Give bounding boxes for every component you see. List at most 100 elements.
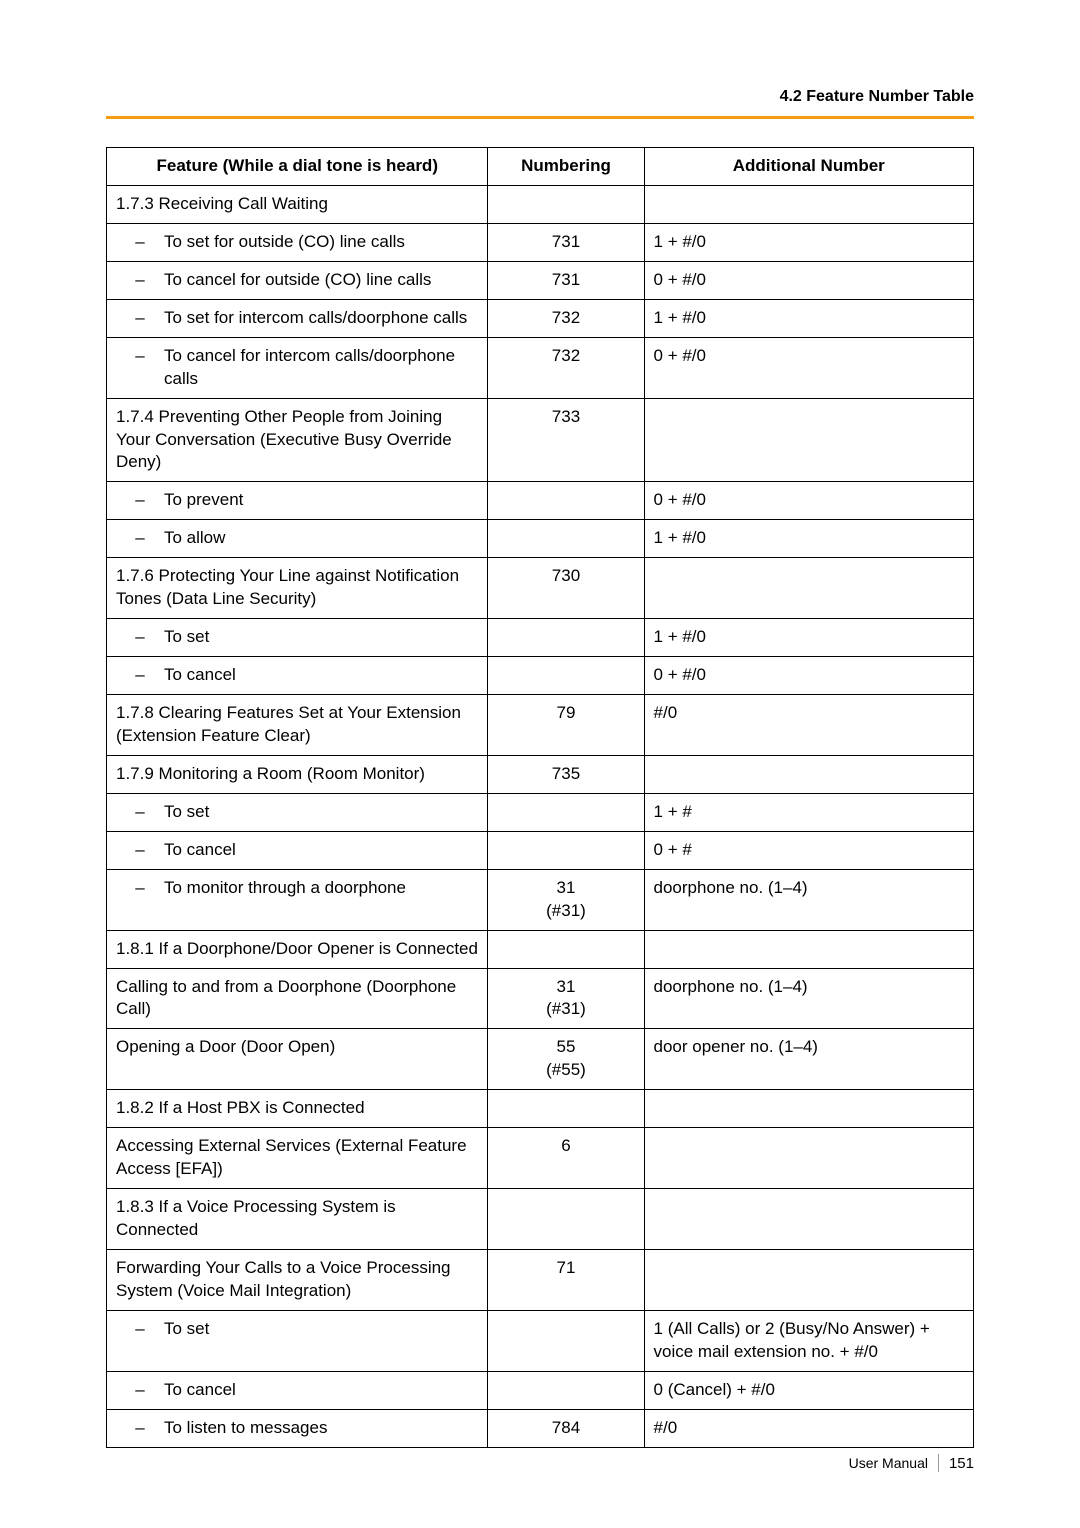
- additional-cell: 0 + #/0: [644, 482, 973, 520]
- table-row: 1.7.8 Clearing Features Set at Your Exte…: [107, 695, 974, 756]
- table-row: –To monitor through a doorphone31 (#31)d…: [107, 869, 974, 930]
- table-row: –To set 1 + #: [107, 793, 974, 831]
- table-row: Forwarding Your Calls to a Voice Process…: [107, 1249, 974, 1310]
- dash-icon: –: [116, 345, 164, 391]
- numbering-cell: 732: [488, 337, 644, 398]
- additional-cell: 0 + #/0: [644, 261, 973, 299]
- feature-text: To cancel for outside (CO) line calls: [164, 269, 478, 292]
- table-row: –To cancel0 + #: [107, 831, 974, 869]
- table-row: –To allow 1 + #/0: [107, 520, 974, 558]
- numbering-cell: 733: [488, 398, 644, 482]
- numbering-cell: 784: [488, 1409, 644, 1447]
- footer-divider: [938, 1454, 939, 1472]
- table-row: 1.8.2 If a Host PBX is Connected: [107, 1090, 974, 1128]
- dash-icon: –: [116, 307, 164, 330]
- numbering-cell: [488, 520, 644, 558]
- additional-cell: 1 + #/0: [644, 619, 973, 657]
- additional-cell: [644, 930, 973, 968]
- additional-cell: 0 (Cancel) + #/0: [644, 1371, 973, 1409]
- table-row: –To cancel for intercom calls/doorphone …: [107, 337, 974, 398]
- dash-icon: –: [116, 839, 164, 862]
- numbering-cell: 731: [488, 261, 644, 299]
- numbering-cell: 31 (#31): [488, 869, 644, 930]
- table-row: 1.8.1 If a Doorphone/Door Opener is Conn…: [107, 930, 974, 968]
- feature-text: To cancel: [164, 839, 478, 862]
- additional-cell: 1 + #/0: [644, 223, 973, 261]
- feature-cell: 1.7.6 Protecting Your Line against Notif…: [107, 558, 488, 619]
- feature-cell: –To set: [107, 793, 488, 831]
- feature-text: To cancel: [164, 1379, 478, 1402]
- feature-text: To allow: [164, 527, 478, 550]
- table-row: Opening a Door (Door Open)55 (#55)door o…: [107, 1029, 974, 1090]
- numbering-cell: [488, 482, 644, 520]
- feature-cell: –To set: [107, 1310, 488, 1371]
- numbering-cell: 732: [488, 299, 644, 337]
- table-row: –To cancel 0 (Cancel) + #/0: [107, 1371, 974, 1409]
- feature-cell: –To cancel: [107, 1371, 488, 1409]
- numbering-cell: [488, 930, 644, 968]
- feature-cell: 1.8.3 If a Voice Processing System is Co…: [107, 1189, 488, 1250]
- feature-text: To set: [164, 1318, 478, 1341]
- feature-cell: Opening a Door (Door Open): [107, 1029, 488, 1090]
- feature-cell: –To allow: [107, 520, 488, 558]
- additional-cell: [644, 1249, 973, 1310]
- table-row: –To set for outside (CO) line calls7311 …: [107, 223, 974, 261]
- feature-text: To prevent: [164, 489, 478, 512]
- table-row: –To cancel0 + #/0: [107, 657, 974, 695]
- table-row: –To cancel for outside (CO) line calls73…: [107, 261, 974, 299]
- table-row: –To prevent 0 + #/0: [107, 482, 974, 520]
- section-title: 4.2 Feature Number Table: [106, 88, 974, 106]
- feature-cell: Forwarding Your Calls to a Voice Process…: [107, 1249, 488, 1310]
- additional-cell: doorphone no. (1–4): [644, 869, 973, 930]
- additional-cell: #/0: [644, 1409, 973, 1447]
- numbering-cell: 731: [488, 223, 644, 261]
- col-header-numbering: Numbering: [488, 148, 644, 186]
- feature-cell: –To cancel: [107, 657, 488, 695]
- table-header-row: Feature (While a dial tone is heard) Num…: [107, 148, 974, 186]
- feature-cell: –To monitor through a doorphone: [107, 869, 488, 930]
- feature-text: To set: [164, 626, 478, 649]
- additional-cell: 0 + #/0: [644, 337, 973, 398]
- footer-label: User Manual: [849, 1455, 928, 1471]
- additional-cell: 1 + #/0: [644, 520, 973, 558]
- table-row: 1.7.9 Monitoring a Room (Room Monitor)73…: [107, 755, 974, 793]
- feature-cell: 1.7.4 Preventing Other People from Joini…: [107, 398, 488, 482]
- accent-bar: [106, 116, 974, 119]
- additional-cell: 1 + #: [644, 793, 973, 831]
- feature-text: To monitor through a doorphone: [164, 877, 478, 900]
- dash-icon: –: [116, 1318, 164, 1341]
- numbering-cell: 55 (#55): [488, 1029, 644, 1090]
- table-row: 1.7.4 Preventing Other People from Joini…: [107, 398, 974, 482]
- feature-cell: –To prevent: [107, 482, 488, 520]
- feature-cell: –To cancel for outside (CO) line calls: [107, 261, 488, 299]
- dash-icon: –: [116, 626, 164, 649]
- numbering-cell: [488, 657, 644, 695]
- feature-cell: –To listen to messages: [107, 1409, 488, 1447]
- numbering-cell: [488, 1310, 644, 1371]
- numbering-cell: 79: [488, 695, 644, 756]
- additional-cell: [644, 1189, 973, 1250]
- feature-cell: –To set for outside (CO) line calls: [107, 223, 488, 261]
- feature-number-table: Feature (While a dial tone is heard) Num…: [106, 147, 974, 1448]
- additional-cell: [644, 1090, 973, 1128]
- feature-cell: –To cancel for intercom calls/doorphone …: [107, 337, 488, 398]
- table-row: –To listen to messages784#/0: [107, 1409, 974, 1447]
- additional-cell: [644, 398, 973, 482]
- table-row: Calling to and from a Doorphone (Doorpho…: [107, 968, 974, 1029]
- additional-cell: 1 (All Calls) or 2 (Busy/No Answer) + vo…: [644, 1310, 973, 1371]
- additional-cell: door opener no. (1–4): [644, 1029, 973, 1090]
- additional-cell: #/0: [644, 695, 973, 756]
- page-number: 151: [949, 1455, 974, 1472]
- numbering-cell: 6: [488, 1128, 644, 1189]
- table-row: –To set 1 + #/0: [107, 619, 974, 657]
- feature-text: To set for intercom calls/doorphone call…: [164, 307, 478, 330]
- dash-icon: –: [116, 269, 164, 292]
- feature-cell: 1.7.3 Receiving Call Waiting: [107, 185, 488, 223]
- additional-cell: [644, 558, 973, 619]
- additional-cell: [644, 755, 973, 793]
- dash-icon: –: [116, 664, 164, 687]
- table-row: 1.8.3 If a Voice Processing System is Co…: [107, 1189, 974, 1250]
- numbering-cell: [488, 619, 644, 657]
- col-header-feature: Feature (While a dial tone is heard): [107, 148, 488, 186]
- dash-icon: –: [116, 231, 164, 254]
